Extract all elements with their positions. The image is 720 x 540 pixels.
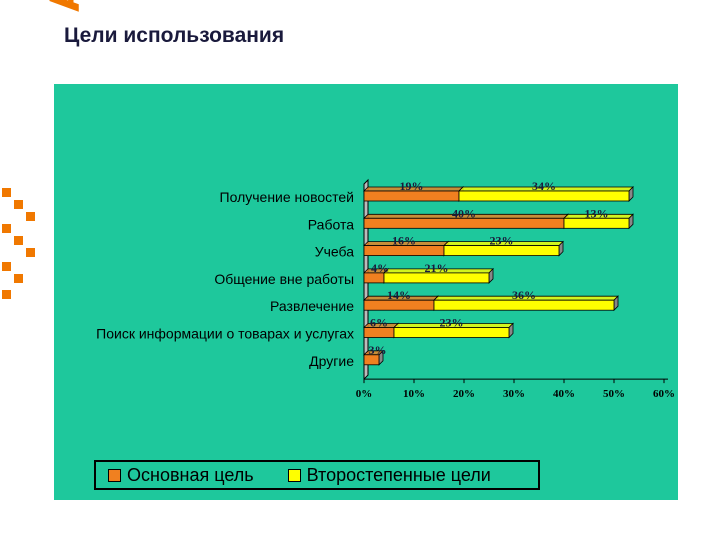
category-label: Получение новостей <box>220 189 354 205</box>
bar-secondary <box>443 245 560 257</box>
category-label: Учеба <box>315 244 355 260</box>
logo-pixel <box>14 274 23 283</box>
category-label: Работа <box>308 216 354 232</box>
legend-item-primary: Основная цель <box>108 465 254 486</box>
logo-strip: AdWork <box>0 0 89 540</box>
logo-pixel <box>2 224 11 233</box>
legend-swatch-primary <box>108 468 121 482</box>
bar-secondary <box>433 299 615 311</box>
x-tick-label: 40% <box>553 388 575 400</box>
category-label: Другие <box>309 353 354 369</box>
data-label-primary: 4% <box>371 261 389 275</box>
x-tick-label: 50% <box>603 388 625 400</box>
data-label-primary: 16% <box>392 234 416 248</box>
data-label-primary: 3% <box>369 343 387 357</box>
bar-primary <box>363 354 380 366</box>
category-label: Общение вне работы <box>214 271 354 287</box>
chart-panel: 0% 10% 20% 30% 40% 50% 60% Получение новостей 19… <box>54 84 678 500</box>
x-tick-label: 20% <box>453 388 475 400</box>
x-tick-label: 10% <box>403 388 425 400</box>
logo-pixel <box>14 200 23 209</box>
data-label-secondary: 13% <box>585 206 609 220</box>
logo-pixel <box>2 188 11 197</box>
bar-secondary <box>563 217 630 229</box>
legend-label-secondary: Второстепенные цели <box>306 464 491 485</box>
logo-pixel <box>2 290 11 299</box>
adwork-logo: AdWork <box>43 0 89 12</box>
data-label-secondary: 34% <box>532 179 556 193</box>
logo-pixel <box>26 248 35 257</box>
bar-secondary <box>383 272 490 284</box>
chart-legend: Основная цель Второстепенные цели <box>94 460 540 490</box>
bar-chart: 0% 10% 20% 30% 40% 50% 60% Получение новостей 19… <box>96 178 675 400</box>
data-label-primary: 19% <box>400 179 424 193</box>
data-label-secondary: 36% <box>512 288 536 302</box>
category-label: Поиск информации о товарах и услугах <box>96 326 354 342</box>
logo-pixel <box>26 212 35 221</box>
data-label-secondary: 21% <box>425 261 449 275</box>
logo-pixel <box>2 262 11 271</box>
data-label-secondary: 23% <box>440 316 464 330</box>
x-tick-label: 60% <box>653 388 675 400</box>
x-tick-label: 30% <box>503 388 525 400</box>
legend-label-primary: Основная цель <box>127 464 254 485</box>
data-label-primary: 40% <box>452 206 476 220</box>
data-label-primary: 14% <box>387 288 411 302</box>
bar-secondary <box>458 190 630 202</box>
logo-pixel <box>14 236 23 245</box>
legend-swatch-secondary <box>287 468 301 482</box>
data-label-primary: 6% <box>370 316 388 330</box>
category-label: Развлечение <box>270 298 354 314</box>
page-title: Цели использования <box>64 24 285 47</box>
x-tick-label: 0% <box>356 388 373 400</box>
data-label-secondary: 23% <box>490 234 514 248</box>
bar-secondary <box>393 327 510 338</box>
legend-item-secondary: Второстепенные цели <box>287 464 491 486</box>
